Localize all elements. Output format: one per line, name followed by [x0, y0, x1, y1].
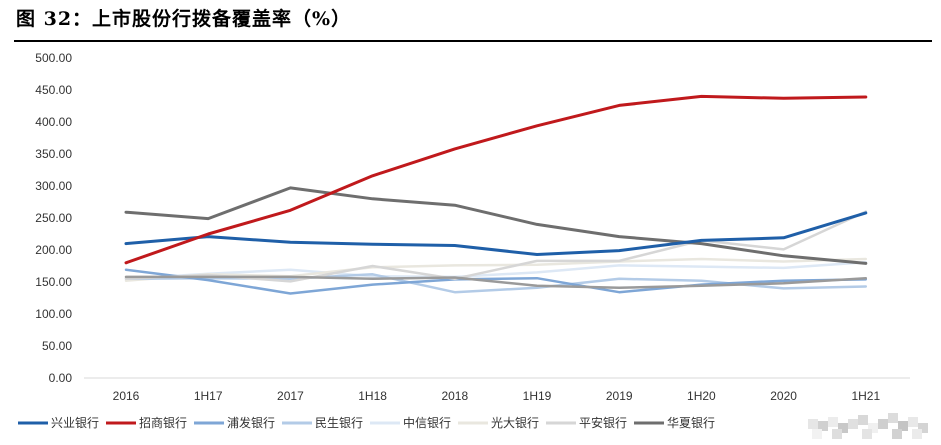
watermark-blur [808, 409, 932, 439]
legend-label: 兴业银行 [51, 416, 99, 430]
x-tick-label: 1H21 [851, 389, 880, 403]
legend-label: 光大银行 [491, 416, 539, 430]
legend-label: 中信银行 [403, 415, 451, 430]
legend-label: 民生银行 [315, 416, 363, 430]
x-tick-label: 2019 [606, 389, 633, 403]
y-tick-label: 100.00 [35, 307, 72, 321]
x-tick-label: 1H17 [194, 389, 223, 403]
x-tick-label: 2018 [441, 389, 468, 403]
legend-label: 浦发银行 [227, 415, 275, 430]
y-tick-label: 500.00 [35, 51, 72, 65]
x-tick-label: 1H20 [687, 389, 716, 403]
x-tick-label: 1H19 [523, 389, 552, 403]
x-tick-label: 2020 [770, 389, 797, 403]
series-line-7 [124, 186, 868, 265]
x-tick-label: 2016 [113, 389, 140, 403]
series-line-0 [124, 211, 868, 256]
figure-title: 图 32：上市股份行拨备覆盖率（%） [16, 8, 352, 30]
x-tick-label: 1H18 [358, 389, 387, 403]
series-line-4 [124, 260, 868, 281]
series-line-6 [124, 210, 868, 283]
y-tick-label: 200.00 [35, 243, 72, 257]
x-tick-label: 2017 [277, 389, 304, 403]
y-tick-label: 150.00 [35, 275, 72, 289]
y-tick-label: 300.00 [35, 179, 72, 193]
series-line-1 [124, 94, 868, 265]
y-tick-label: 350.00 [35, 147, 72, 161]
y-tick-label: 0.00 [49, 371, 73, 385]
series-line-8 [124, 275, 868, 290]
y-tick-label: 50.00 [42, 339, 72, 353]
y-tick-label: 250.00 [35, 211, 72, 225]
y-tick-label: 400.00 [35, 115, 72, 129]
legend-label: 华夏银行 [667, 416, 715, 430]
legend-label: 平安银行 [579, 415, 627, 430]
series-line-5 [124, 257, 868, 282]
legend-label: 招商银行 [139, 415, 187, 430]
series-line-2 [124, 268, 868, 295]
title-rule [14, 40, 932, 42]
y-tick-label: 450.00 [35, 83, 72, 97]
